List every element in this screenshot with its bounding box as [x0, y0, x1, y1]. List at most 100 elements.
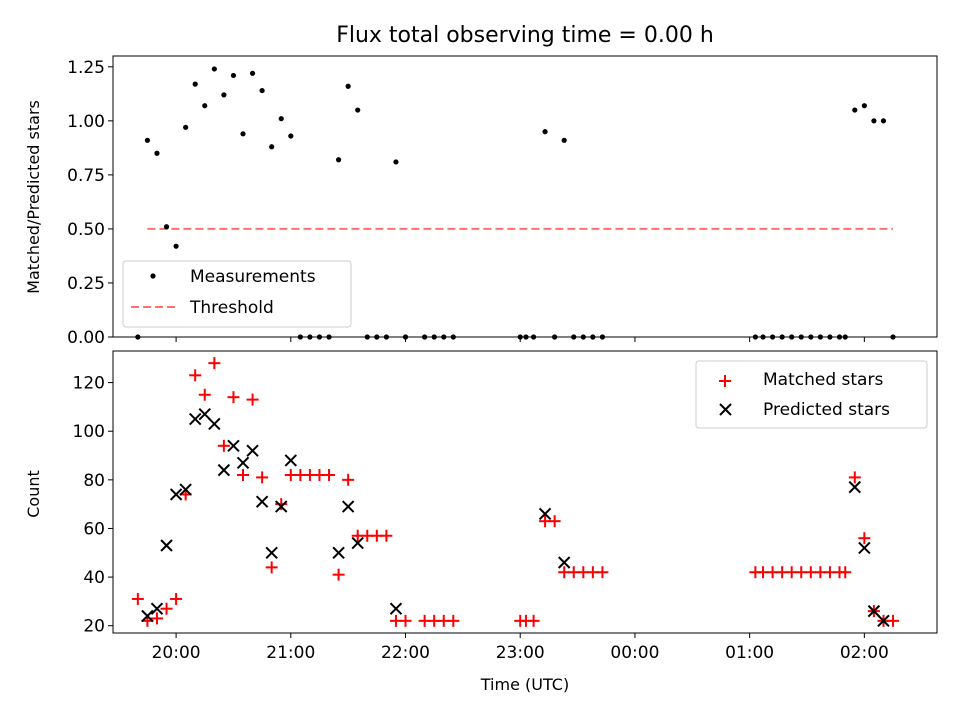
count-y-tick-label: 100 — [73, 422, 105, 442]
predicted-star-point — [389, 602, 403, 615]
count-y-ticks: 20 40 60 80 100 120 — [73, 374, 113, 637]
predicted-star-point — [150, 602, 164, 615]
matched-star-point — [246, 393, 259, 406]
measurement-point — [871, 118, 877, 124]
matched-star-point — [596, 566, 609, 579]
count-y-tick-label: 80 — [83, 471, 105, 491]
measurement-point — [154, 150, 160, 156]
measurement-point — [163, 224, 170, 230]
measurement-point — [861, 103, 867, 109]
measurement-point — [249, 70, 256, 76]
count-plot-frame — [112, 350, 938, 634]
measurement-point — [269, 144, 275, 150]
predicted-star-point — [867, 604, 881, 618]
legend-plus-marker — [719, 375, 731, 387]
matched-star-point — [160, 602, 173, 615]
ratio-y-tick-label: 0.00 — [67, 328, 105, 348]
ratio-plot-frame — [112, 55, 938, 338]
ratio-y-tick-label: 0.25 — [67, 274, 105, 294]
matched-star-point — [198, 388, 211, 401]
measurement-point — [173, 243, 179, 249]
matched-star-point — [265, 561, 278, 574]
x-tick-label: 21:00 — [266, 643, 315, 663]
x-tick-label: 23:00 — [496, 643, 545, 663]
matched-star-point — [217, 439, 230, 452]
predicted-star-point — [351, 536, 364, 550]
predicted-star-point — [332, 546, 345, 559]
legend-dot-marker — [150, 273, 156, 279]
ratio-y-tick-label: 1.25 — [67, 58, 105, 78]
predicted-star-point — [877, 614, 890, 628]
predicted-star-point — [208, 417, 221, 431]
measurement-point — [393, 159, 399, 165]
legend-label-predicted: Predicted stars — [763, 400, 890, 420]
predicted-star-point — [557, 556, 571, 569]
x-tick-label: 02:00 — [840, 643, 889, 663]
predicted-star-point — [265, 546, 278, 559]
matched-star-point — [447, 614, 460, 627]
matched-star-point — [131, 592, 144, 605]
measurement-point — [561, 137, 567, 143]
predicted-star-point — [169, 488, 183, 501]
matched-star-point — [342, 473, 355, 486]
measurement-point — [211, 66, 217, 72]
matched-star-point — [170, 592, 183, 605]
ratio-y-tick-label: 0.50 — [67, 220, 105, 240]
count-y-tick-label: 20 — [83, 617, 105, 637]
count-y-tick-label: 120 — [73, 374, 105, 394]
measurement-point — [278, 116, 284, 122]
matched-star-point — [332, 568, 345, 581]
predicted-star-point — [341, 500, 355, 513]
measurement-point — [144, 137, 151, 143]
predicted-star-point — [198, 407, 211, 421]
matched-star-point — [275, 498, 288, 511]
predicted-star-point — [179, 483, 192, 496]
count-panel: 20 40 60 80 100 120 20:00 21:00 22:00 23:00 00:00… — [24, 350, 938, 694]
ratio-plot-data — [135, 66, 896, 340]
predicted-star-point — [538, 507, 552, 521]
ratio-x-ticks — [175, 337, 865, 342]
matched-star-point — [150, 612, 163, 625]
measurement-point — [542, 129, 548, 135]
count-legend-box — [695, 360, 928, 429]
chart-title: Flux total observing time = 0.00 h — [336, 23, 714, 48]
predicted-star-point — [848, 480, 861, 494]
x-tick-label: 22:00 — [381, 643, 430, 663]
predicted-star-point — [246, 444, 259, 457]
measurement-point — [183, 124, 189, 130]
x-tick-label: 01:00 — [725, 643, 774, 663]
matched-star-point — [839, 566, 852, 579]
measurement-point — [240, 131, 246, 137]
legend-label-matched: Matched stars — [763, 370, 883, 390]
matched-star-point — [227, 391, 240, 404]
predicted-star-point — [227, 439, 240, 453]
matched-star-point — [887, 614, 900, 627]
predicted-star-point — [141, 609, 154, 623]
ratio-legend-box — [122, 260, 352, 328]
x-axis-label: Time (UTC) — [480, 675, 569, 694]
ratio-legend: Measurements Threshold — [122, 260, 352, 328]
measurement-point — [335, 157, 342, 163]
legend-x-marker — [719, 403, 732, 416]
predicted-star-point — [236, 456, 250, 470]
count-y-axis-label: Count — [24, 470, 43, 518]
measurement-point — [288, 133, 294, 139]
count-legend: Matched stars Predicted stars — [695, 360, 928, 429]
legend-label-threshold: Threshold — [189, 298, 274, 318]
predicted-star-point — [284, 454, 298, 467]
ratio-panel: 0.00 0.25 0.50 0.75 1.00 1.25 Matched/Predict… — [24, 55, 938, 348]
predicted-star-point — [255, 495, 269, 508]
predicted-star-point — [189, 412, 202, 426]
ratio-y-axis-label: Matched/Predicted stars — [24, 100, 43, 294]
measurement-point — [192, 81, 198, 87]
measurement-point — [202, 103, 208, 109]
count-y-tick-label: 60 — [83, 519, 105, 539]
measurement-point — [880, 118, 887, 124]
ratio-y-ticks: 0.00 0.25 0.50 0.75 1.00 1.25 — [67, 58, 113, 348]
matched-star-point — [256, 471, 269, 484]
predicted-star-point — [858, 541, 871, 555]
ratio-y-tick-label: 1.00 — [67, 112, 105, 132]
predicted-star-point — [275, 500, 288, 513]
